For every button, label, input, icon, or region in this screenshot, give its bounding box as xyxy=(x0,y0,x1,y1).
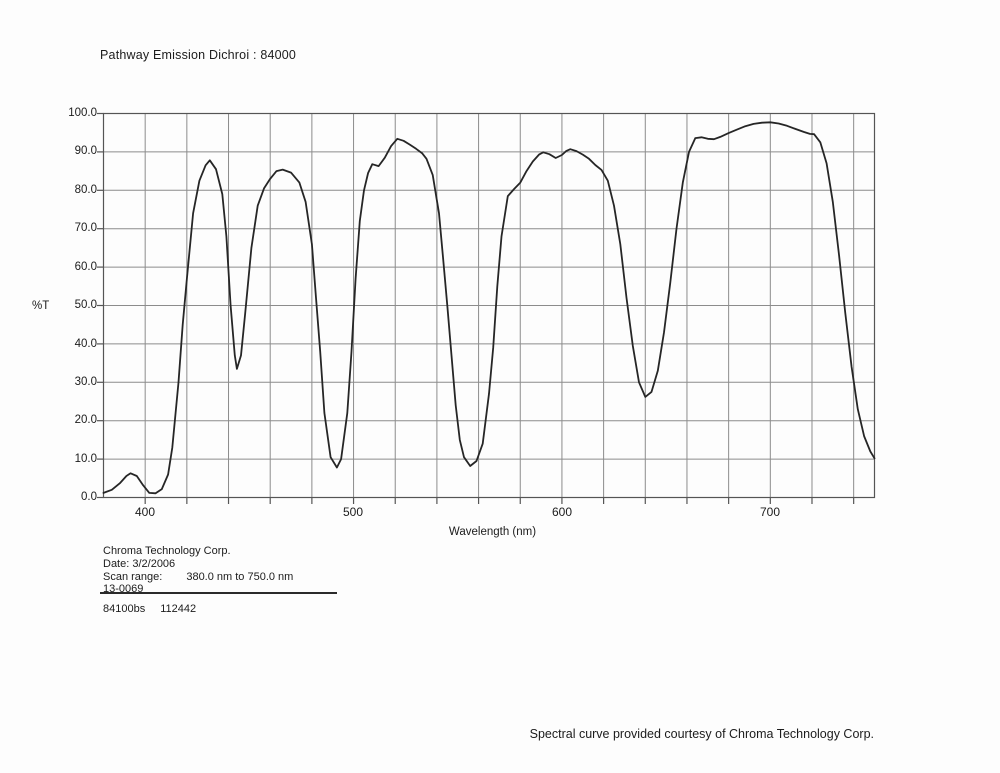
scan-date: Date: 3/2/2006 xyxy=(103,557,176,570)
serial-number: 112442 xyxy=(160,603,197,615)
y-tick-label: 80.0 xyxy=(74,184,97,196)
y-tick-label: 70.0 xyxy=(74,222,97,234)
company-name: Chroma Technology Corp. xyxy=(103,545,231,557)
scan-range-line: Scan range: 380.0 nm to 750.0 nm xyxy=(103,571,293,584)
x-tick-label: 500 xyxy=(342,505,364,519)
x-tick-label: 700 xyxy=(759,505,781,519)
info-block: Chroma Technology Corp. Date: 3/2/2006 S… xyxy=(103,545,293,596)
y-tick-label: 50.0 xyxy=(74,299,97,311)
credit-note: Spectral curve provided courtesy of Chro… xyxy=(529,727,874,741)
x-axis-title: Wavelength (nm) xyxy=(448,526,537,538)
x-tick-label: 600 xyxy=(551,505,573,519)
y-tick-label: 30.0 xyxy=(74,376,97,388)
y-tick-label: 20.0 xyxy=(74,414,97,426)
scan-range-label: Scan range: xyxy=(103,570,163,583)
y-tick-label: 10.0 xyxy=(74,453,97,465)
scan-range-value: 380.0 nm to 750.0 nm xyxy=(186,570,294,583)
y-tick-label: 0.0 xyxy=(81,491,97,503)
y-axis-title: %T xyxy=(32,300,50,312)
spectral-chart-canvas xyxy=(97,112,876,504)
y-tick-label: 60.0 xyxy=(74,261,97,273)
info-block-underline xyxy=(100,592,337,594)
document-title: Pathway Emission Dichroi : 84000 xyxy=(100,48,297,62)
x-tick-label: 400 xyxy=(134,505,156,519)
part-id-line: 84100bs 112442 xyxy=(103,603,196,615)
y-tick-label: 90.0 xyxy=(74,145,97,157)
spectral-curve xyxy=(102,121,876,495)
y-tick-label: 100.0 xyxy=(68,107,97,119)
part-id: 84100bs xyxy=(103,603,146,615)
y-tick-label: 40.0 xyxy=(74,338,97,350)
lot-number: 13-0069 xyxy=(103,583,144,596)
